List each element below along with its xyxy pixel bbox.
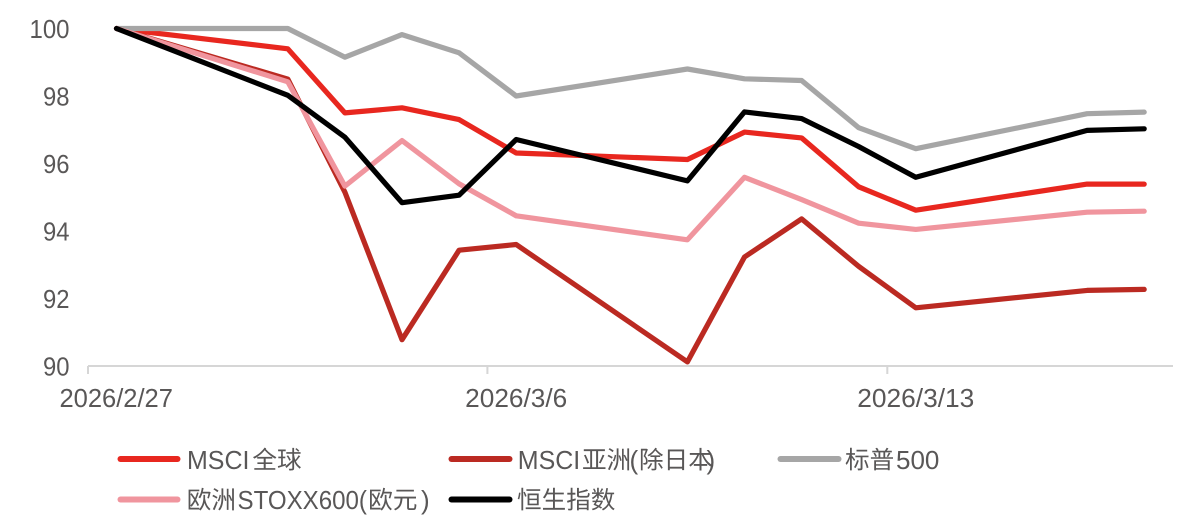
- svg-text:2026/2/27: 2026/2/27: [59, 383, 173, 413]
- svg-text:96: 96: [43, 149, 70, 179]
- svg-text:94: 94: [43, 216, 70, 246]
- svg-text:): ): [707, 445, 716, 475]
- svg-text:100: 100: [30, 14, 70, 44]
- svg-text:MSCI: MSCI: [518, 445, 580, 475]
- svg-text:2026/3/13: 2026/3/13: [857, 383, 974, 413]
- svg-text:2026/3/6: 2026/3/6: [465, 383, 567, 413]
- svg-text:90: 90: [43, 351, 70, 381]
- svg-text:MSCI: MSCI: [187, 445, 249, 475]
- svg-text:): ): [421, 485, 430, 515]
- svg-text:(: (: [630, 445, 639, 475]
- svg-text:98: 98: [43, 81, 70, 111]
- svg-text:92: 92: [43, 284, 70, 314]
- svg-text:STOXX600(: STOXX600(: [238, 485, 368, 515]
- svg-text:500: 500: [896, 445, 939, 475]
